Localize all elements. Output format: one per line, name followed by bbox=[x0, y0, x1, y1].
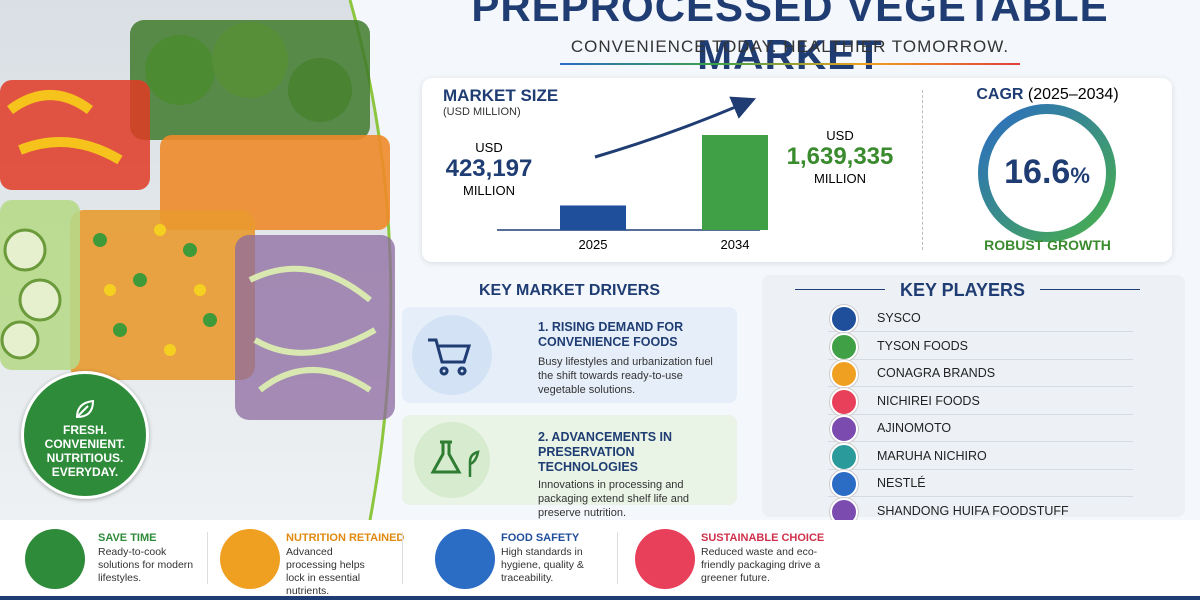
cagr-value-box: 16.6% bbox=[975, 153, 1119, 192]
benefit-icon bbox=[435, 529, 495, 589]
benefit-sep bbox=[402, 532, 403, 584]
value: 1,639,335 bbox=[786, 143, 894, 170]
value: 423,197 bbox=[445, 155, 533, 182]
market-title: MARKET SIZE bbox=[443, 86, 559, 105]
benefit-icon bbox=[635, 529, 695, 589]
player-icon bbox=[830, 387, 858, 416]
driver: 1. RISING DEMAND FOR CONVENIENCE FOODS B… bbox=[520, 320, 720, 397]
player-icon bbox=[830, 470, 858, 498]
scale: MILLION bbox=[813, 171, 866, 186]
benefit-title: SUSTAINABLE CHOICE bbox=[701, 532, 825, 544]
benefit-text: Reduced waste and eco-friendly packaging… bbox=[701, 546, 821, 584]
driver-text: Busy lifestyles and urbanization fuel th… bbox=[538, 356, 713, 396]
drivers-title: KEY MARKET DRIVERS bbox=[478, 282, 661, 299]
badge-line: CONVENIENT. bbox=[44, 437, 126, 451]
benefit-sep bbox=[207, 532, 208, 584]
player-row: AJINOMOTO bbox=[828, 415, 1133, 443]
cagr-period: (2025–2034) bbox=[1027, 86, 1119, 103]
benefit-text: High standards in hygiene, quality & tra… bbox=[501, 546, 584, 584]
player-name: TYSON FOODS bbox=[877, 338, 968, 353]
cagr-ring bbox=[978, 104, 1116, 242]
player-name: CONAGRA BRANDS bbox=[877, 366, 996, 380]
bar bbox=[560, 205, 626, 230]
year-label: 2034 bbox=[721, 237, 750, 252]
leaf-icon bbox=[75, 399, 95, 419]
benefit-title: FOOD SAFETY bbox=[501, 532, 580, 544]
player-name: SYSCO bbox=[877, 311, 921, 325]
benefit: SAVE TIME Ready-to-cook solutions for mod… bbox=[25, 520, 225, 596]
benefit: SUSTAINABLE CHOICE Reduced waste and eco-… bbox=[635, 520, 835, 596]
players-title: KEY PLAYERS bbox=[885, 280, 1040, 301]
badge-line: NUTRITIOUS. bbox=[46, 451, 124, 465]
cagr-title: CAGR bbox=[976, 86, 1024, 103]
currency: USD bbox=[826, 128, 854, 143]
badge-line: FRESH. bbox=[62, 423, 107, 437]
player-name: SHANDONG HUIFA FOODSTUFF bbox=[877, 503, 1069, 518]
player-row: MARUHA NICHIRO bbox=[828, 442, 1133, 471]
player-row: NESTLÉ bbox=[828, 470, 1133, 498]
benefit-title: NUTRITION RETAINED bbox=[286, 532, 405, 544]
value-2025: USD 423,197 MILLION bbox=[430, 140, 548, 198]
currency: USD bbox=[475, 140, 503, 155]
player-icon bbox=[830, 360, 858, 388]
player-icon bbox=[830, 442, 858, 471]
player-icon bbox=[830, 305, 858, 333]
player-icon bbox=[830, 332, 858, 361]
driver-text: Innovations in processing and packaging … bbox=[538, 479, 690, 519]
separator bbox=[922, 90, 923, 250]
driver-icons bbox=[412, 315, 492, 498]
player-name: NESTLÉ bbox=[877, 476, 926, 490]
cagr-unit: % bbox=[1070, 163, 1090, 188]
benefit: NUTRITION RETAINED Advanced processing he… bbox=[220, 520, 420, 597]
cagr-value: 16.6 bbox=[1004, 153, 1071, 191]
subtitle: CONVENIENCE TODAY. HEALTHIER TOMORROW. bbox=[570, 37, 1010, 56]
player-icon bbox=[830, 415, 858, 443]
player-name: NICHIREI FOODS bbox=[877, 393, 980, 408]
year-label: 2025 bbox=[579, 237, 608, 252]
scale: MILLION bbox=[462, 183, 515, 198]
benefit-title: SAVE TIME bbox=[98, 532, 157, 544]
driver: 2. ADVANCEMENTS IN PRESERVATION TECHNOLO… bbox=[520, 430, 725, 520]
driver-heading: 2. ADVANCEMENTS IN PRESERVATION TECHNOLO… bbox=[538, 430, 673, 474]
bottom-bar bbox=[0, 596, 1200, 600]
benefit-icon bbox=[25, 529, 85, 589]
bar bbox=[702, 135, 768, 230]
player-row: NICHIREI FOODS bbox=[828, 387, 1133, 416]
bar-chart: 2025 2034 bbox=[497, 96, 768, 252]
badge: FRESH. CONVENIENT. NUTRITIOUS. EVERYDAY. bbox=[21, 371, 149, 499]
player-row: SYSCO bbox=[828, 305, 1133, 333]
badge-line: EVERYDAY. bbox=[51, 465, 119, 479]
divider bbox=[560, 63, 1020, 65]
player-name: AJINOMOTO bbox=[877, 421, 952, 435]
cagr-caption: ROBUST GROWTH bbox=[984, 237, 1111, 253]
benefits-strip bbox=[0, 520, 1200, 596]
benefit-text: Advanced processing helps lock in essent… bbox=[286, 546, 365, 597]
market-unit: (USD MILLION) bbox=[443, 106, 521, 118]
player-row: CONAGRA BRANDS bbox=[828, 360, 1133, 388]
cagr-heading: CAGR (2025–2034) bbox=[930, 86, 1165, 104]
value-2034: USD 1,639,335 MILLION bbox=[775, 128, 905, 186]
benefit-text: Ready-to-cook solutions for modern lifes… bbox=[98, 546, 194, 584]
player-name: MARUHA NICHIRO bbox=[877, 448, 987, 463]
growth-arrow bbox=[594, 96, 757, 159]
player-row: TYSON FOODS bbox=[828, 332, 1133, 361]
driver-heading: 1. RISING DEMAND FOR CONVENIENCE FOODS bbox=[538, 320, 684, 349]
title: PREPROCESSED VEGETABLE MARKET bbox=[471, 0, 1109, 78]
benefit: FOOD SAFETY High standards in hygiene, qu… bbox=[435, 520, 635, 596]
benefit-sep bbox=[617, 532, 618, 584]
benefit-icon bbox=[220, 529, 280, 589]
